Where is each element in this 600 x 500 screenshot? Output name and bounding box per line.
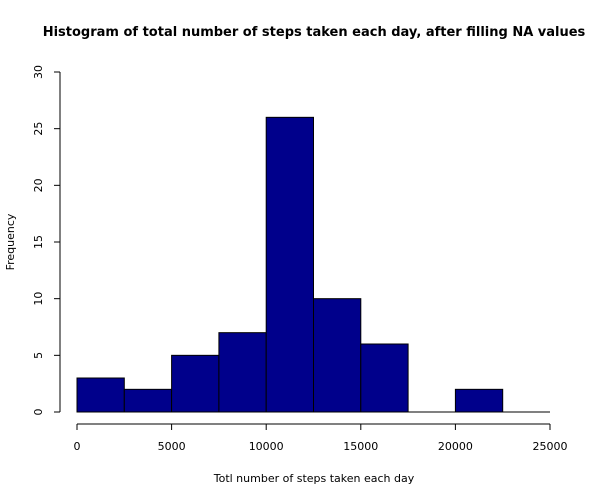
histogram-bar [454, 388, 504, 413]
y-tick-label: 25 [32, 122, 45, 136]
x-tick-label: 5000 [158, 440, 186, 453]
y-tick-label: 15 [32, 235, 45, 249]
y-tick-label: 0 [32, 409, 45, 416]
y-tick-label: 5 [32, 352, 45, 359]
bars-group [76, 116, 550, 413]
x-axis-label: Totl number of steps taken each day [213, 472, 415, 485]
histogram-bar [265, 116, 315, 413]
y-axis: 0 5 10 15 20 25 30 [32, 65, 61, 416]
histogram-bar [360, 343, 409, 413]
x-tick-label: 20000 [438, 440, 473, 453]
y-axis-label: Frequency [4, 213, 17, 270]
histogram-bar [171, 354, 220, 413]
x-tick-label: 0 [74, 440, 81, 453]
histogram-bar [218, 332, 267, 413]
x-axis: 0 5000 10000 15000 20000 25000 [74, 423, 568, 453]
y-tick-label: 10 [32, 292, 45, 306]
histogram-bar [123, 388, 173, 413]
chart-title: Histogram of total number of steps taken… [43, 25, 586, 40]
histogram-bar [76, 377, 125, 413]
y-tick-label: 20 [32, 178, 45, 192]
x-tick-label: 25000 [533, 440, 568, 453]
y-tick-label: 30 [32, 65, 45, 79]
histogram-bar [313, 298, 362, 413]
x-tick-label: 15000 [343, 440, 378, 453]
x-tick-label: 10000 [249, 440, 284, 453]
